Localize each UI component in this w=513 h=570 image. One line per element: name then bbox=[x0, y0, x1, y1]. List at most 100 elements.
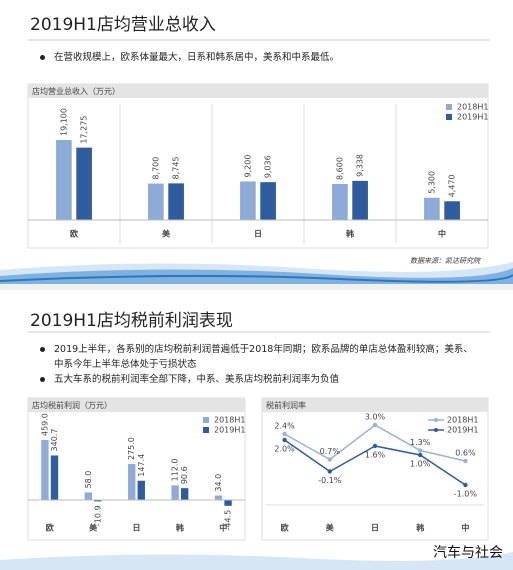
bar bbox=[168, 183, 184, 220]
bar bbox=[260, 182, 276, 220]
point bbox=[282, 437, 287, 443]
point bbox=[327, 457, 332, 462]
legend-swatch bbox=[203, 427, 209, 433]
bar bbox=[137, 480, 145, 500]
bar bbox=[41, 440, 49, 500]
chart-header bbox=[262, 398, 488, 412]
bar bbox=[128, 464, 136, 500]
category-label: 美 bbox=[89, 523, 98, 533]
value-label: 3.0% bbox=[365, 413, 386, 422]
slide-title: 2019H1店均营业总收入 bbox=[30, 15, 216, 35]
value-label: 1.0% bbox=[410, 460, 431, 469]
bullet: 五大车系的税前利润率全部下降，中系、美系店均税前利润率为负值 bbox=[40, 372, 480, 387]
legend-swatch bbox=[446, 104, 452, 110]
category-label: 欧 bbox=[46, 523, 54, 533]
wave bbox=[0, 552, 513, 570]
chart-header bbox=[28, 84, 488, 98]
point bbox=[463, 458, 468, 464]
legend-label: 2019H1 bbox=[447, 426, 478, 435]
category-label: 中 bbox=[219, 523, 227, 533]
category-label: 欧 bbox=[281, 523, 289, 533]
point bbox=[463, 482, 468, 488]
value-label: -0.1% bbox=[318, 476, 342, 485]
value-label: -1.0% bbox=[454, 490, 478, 499]
bar bbox=[84, 492, 93, 500]
watermark: 汽车与社会 bbox=[433, 545, 503, 561]
value-label: 8,745 bbox=[172, 156, 181, 179]
value-label: 19,100 bbox=[59, 108, 68, 136]
value-label: 9,338 bbox=[356, 154, 365, 177]
category-label: 欧 bbox=[70, 229, 78, 239]
bullet: 2019上半年，各系别的店均税前利润普遍低于2018年同期；欧系品牌的单店总体盈… bbox=[40, 342, 480, 372]
value-label: 340.7 bbox=[50, 429, 59, 452]
value-label: 147.4 bbox=[137, 454, 146, 477]
wave bbox=[0, 274, 513, 283]
bar bbox=[214, 495, 223, 500]
legend-swatch bbox=[434, 418, 438, 422]
bar bbox=[76, 147, 92, 220]
category-label: 韩 bbox=[176, 523, 184, 533]
value-label: 275.0 bbox=[127, 437, 136, 460]
value-label: 9,036 bbox=[264, 155, 273, 178]
chart-header bbox=[28, 398, 245, 412]
value-label: 1.3% bbox=[410, 438, 431, 447]
category-label: 日 bbox=[371, 524, 379, 533]
legend-label: 2019H1 bbox=[457, 113, 488, 122]
category-label: 中 bbox=[438, 229, 446, 239]
point bbox=[327, 469, 332, 474]
category-label: 美 bbox=[326, 523, 335, 533]
value-label: 0.6% bbox=[455, 449, 476, 458]
bar bbox=[224, 500, 232, 506]
category-label: 中 bbox=[461, 523, 469, 533]
point bbox=[372, 443, 378, 449]
category-label: 日 bbox=[133, 524, 141, 533]
source: 数据来源：凯达研究院 bbox=[410, 257, 480, 265]
chart-title: 店均税前利润（万元） bbox=[32, 400, 112, 410]
bar bbox=[332, 183, 348, 220]
legend-swatch bbox=[434, 428, 438, 432]
bar bbox=[444, 201, 460, 220]
category-label: 韩 bbox=[346, 229, 354, 239]
value-label: -44.5 bbox=[224, 510, 233, 531]
legend-swatch bbox=[446, 114, 452, 120]
category-label: 美 bbox=[162, 229, 171, 239]
value-label: 9,200 bbox=[243, 155, 252, 178]
value-label: 2.0% bbox=[274, 445, 295, 454]
chart-title: 税前利润率 bbox=[266, 400, 306, 410]
legend-label: 2018H1 bbox=[447, 416, 478, 425]
legend-label: 2018H1 bbox=[214, 416, 245, 425]
legend-swatch bbox=[203, 417, 209, 423]
bullets: 在营收规模上，欧系体量最大，日系和韩系居中，美系和中系最低。 bbox=[40, 50, 480, 65]
value-label: 5,300 bbox=[427, 171, 436, 194]
bar bbox=[94, 500, 102, 502]
bar bbox=[240, 181, 256, 220]
legend-label: 2018H1 bbox=[457, 103, 488, 112]
value-label: 17,275 bbox=[80, 116, 89, 144]
value-label: 0.7% bbox=[320, 447, 341, 456]
point bbox=[418, 448, 423, 453]
category-label: 韩 bbox=[416, 523, 424, 533]
chart-frame bbox=[27, 83, 489, 249]
value-label: 2.4% bbox=[274, 422, 295, 431]
bar bbox=[50, 455, 59, 500]
point bbox=[282, 431, 287, 437]
value-label: 1.6% bbox=[365, 451, 386, 460]
legend-label: 2019H1 bbox=[214, 426, 245, 435]
chart-title: 店均营业总收入（万元） bbox=[32, 86, 120, 96]
value-label: 90.6 bbox=[180, 466, 189, 484]
value-label: 8,700 bbox=[151, 157, 160, 180]
slide-gap bbox=[0, 284, 513, 290]
bar bbox=[352, 180, 368, 220]
category-label: 日 bbox=[254, 230, 262, 239]
slide-title: 2019H1店均税前利润表现 bbox=[30, 311, 233, 331]
bar bbox=[180, 488, 189, 500]
value-label: 58.0 bbox=[84, 471, 93, 489]
value-label: 4,470 bbox=[448, 174, 457, 197]
value-label: 459.0 bbox=[40, 413, 49, 436]
point bbox=[372, 422, 378, 428]
value-label: 8,600 bbox=[335, 157, 344, 180]
bar bbox=[56, 140, 72, 220]
value-label: 112.0 bbox=[171, 458, 180, 481]
bar bbox=[148, 183, 164, 220]
